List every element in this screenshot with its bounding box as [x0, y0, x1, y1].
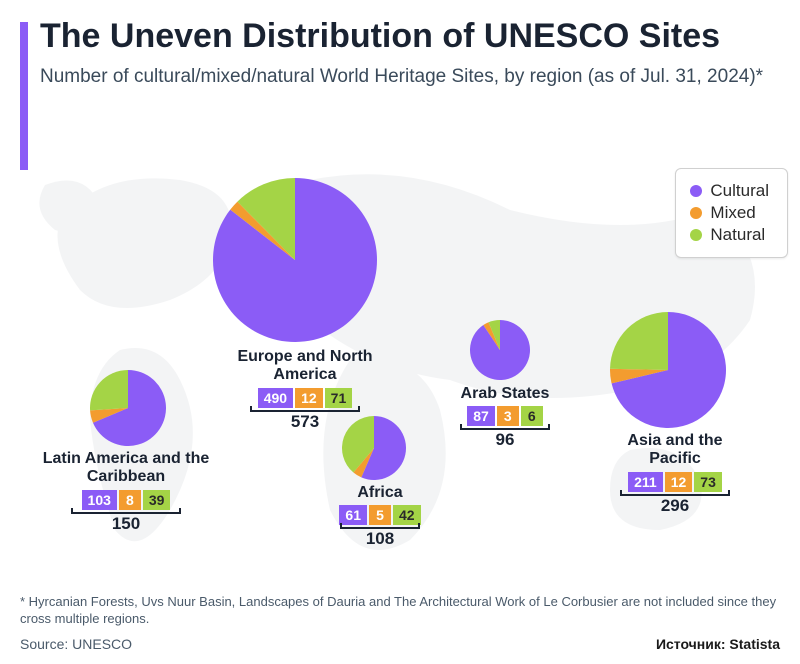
value-cultural: 87 — [467, 406, 495, 426]
value-cultural: 211 — [628, 472, 663, 492]
region-total: 150 — [112, 514, 140, 534]
value-natural: 6 — [521, 406, 543, 426]
value-natural: 71 — [325, 388, 353, 408]
value-row: 2111273 — [628, 472, 722, 492]
region-block: Latin America and the Caribbean 103839 1… — [26, 450, 226, 534]
legend-dot-natural — [690, 229, 702, 241]
region-name: Africa — [357, 484, 402, 502]
legend-label: Mixed — [710, 203, 755, 223]
footnote: * Hyrcanian Forests, Uvs Nuur Basin, Lan… — [20, 594, 780, 628]
source-left: Source: UNESCO — [20, 636, 132, 652]
legend-item-natural: Natural — [690, 225, 769, 245]
legend-item-cultural: Cultural — [690, 181, 769, 201]
legend-label: Natural — [710, 225, 765, 245]
legend: Cultural Mixed Natural — [675, 168, 788, 258]
legend-label: Cultural — [710, 181, 769, 201]
accent-bar — [20, 22, 28, 170]
value-row: 8736 — [467, 406, 543, 426]
region-total: 108 — [366, 529, 394, 549]
value-cultural: 61 — [339, 505, 367, 525]
region-name: Arab States — [461, 385, 550, 403]
pie-arab-states — [470, 320, 530, 380]
region-name: Europe and North America — [225, 348, 385, 385]
value-row: 4901271 — [258, 388, 353, 408]
region-name: Latin America and the Caribbean — [26, 450, 226, 487]
value-mixed: 12 — [665, 472, 693, 492]
region-total: 96 — [496, 430, 515, 450]
value-mixed: 8 — [119, 490, 141, 510]
value-natural: 73 — [694, 472, 722, 492]
pie-europe-and-north-america — [213, 178, 377, 342]
region-block: Africa 61542 108 — [330, 484, 430, 549]
value-mixed: 12 — [295, 388, 323, 408]
subtitle: Number of cultural/mixed/natural World H… — [40, 65, 780, 89]
page-title: The Uneven Distribution of UNESCO Sites — [40, 18, 780, 55]
value-cultural: 490 — [258, 388, 293, 408]
pie-asia-and-the-pacific — [610, 312, 726, 428]
region-block: Asia and the Pacific 2111273 296 — [600, 432, 750, 516]
pie-latin-america-and-the-caribbean — [90, 370, 166, 446]
value-natural: 42 — [393, 505, 421, 525]
value-mixed: 3 — [497, 406, 519, 426]
legend-dot-cultural — [690, 185, 702, 197]
region-name: Asia and the Pacific — [600, 432, 750, 469]
region-block: Europe and North America 4901271 573 — [225, 348, 385, 432]
region-total: 573 — [291, 412, 319, 432]
value-row: 103839 — [82, 490, 171, 510]
region-total: 296 — [661, 496, 689, 516]
value-mixed: 5 — [369, 505, 391, 525]
legend-item-mixed: Mixed — [690, 203, 769, 223]
value-row: 61542 — [339, 505, 420, 525]
region-block: Arab States 8736 96 — [450, 385, 560, 450]
value-cultural: 103 — [82, 490, 117, 510]
value-natural: 39 — [143, 490, 171, 510]
legend-dot-mixed — [690, 207, 702, 219]
source-right: Источник: Statista — [656, 636, 780, 652]
